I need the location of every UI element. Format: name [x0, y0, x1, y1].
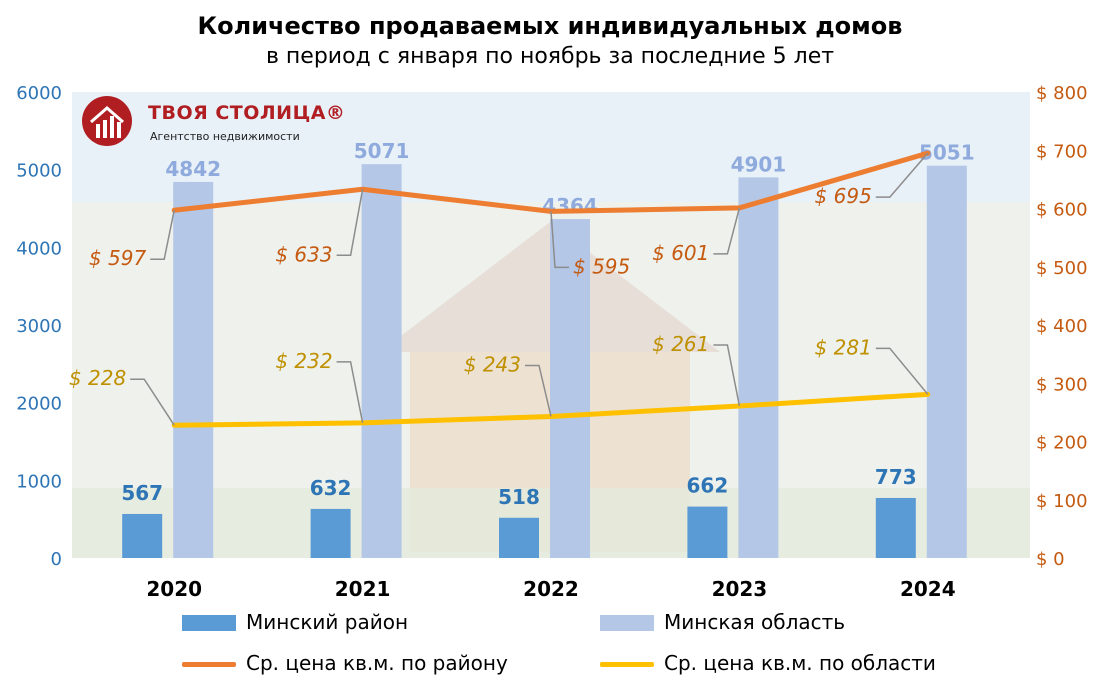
- bar-value-label-district: 773: [875, 465, 917, 489]
- y-right-tick-label: $ 300: [1036, 374, 1088, 395]
- price-label-district: $ 601: [652, 241, 709, 265]
- price-label-region: $ 261: [652, 332, 709, 356]
- y-left-tick-label: 3000: [16, 316, 62, 337]
- y-left-tick-label: 1000: [16, 471, 62, 492]
- legend-swatch-region-line: [600, 662, 654, 667]
- legend-label: Минский район: [246, 610, 409, 634]
- logo-name: ТВОЯ СТОЛИЦА®: [148, 102, 346, 124]
- y-right-tick-label: $ 800: [1036, 83, 1088, 104]
- bar-value-label-district: 567: [121, 481, 163, 505]
- bar-minsk-region: [550, 219, 590, 558]
- price-label-leader: [875, 152, 929, 198]
- company-logo: ТВОЯ СТОЛИЦА® Агентство недвижимости: [82, 96, 346, 146]
- chart-subtitle: в период с января по ноябрь за последние…: [265, 44, 835, 69]
- chart-title: Количество продаваемых индивидуальных до…: [197, 12, 903, 40]
- price-label-region: $ 281: [815, 335, 872, 359]
- y-right-tick-label: $ 600: [1036, 200, 1088, 221]
- y-right-tick-label: $ 500: [1036, 258, 1088, 279]
- legend-label: Ср. цена кв.м. по области: [664, 651, 936, 675]
- price-label-leader: [713, 344, 741, 407]
- bar-minsk-region: [738, 177, 779, 559]
- y-left-tick-label: 4000: [16, 238, 62, 259]
- price-label-district: $ 597: [89, 246, 147, 270]
- bar-minsk-region: [926, 165, 967, 558]
- y-right-tick-label: $ 700: [1036, 141, 1088, 162]
- x-tick-label: 2023: [712, 577, 768, 601]
- y-right-tick-label: $ 200: [1036, 433, 1088, 454]
- price-label-leader: [336, 361, 364, 424]
- house-logo-icon: [82, 96, 132, 146]
- bar-minsk-region: [361, 164, 402, 558]
- price-label-leader: [130, 378, 175, 426]
- bar-value-label-district: 518: [498, 485, 540, 509]
- price-label-leader: [150, 210, 175, 260]
- bar-value-label-district: 632: [310, 476, 352, 500]
- y-left-tick-label: 2000: [16, 394, 62, 415]
- price-label-leader: [550, 211, 569, 269]
- y-left-tick-label: 0: [51, 549, 62, 570]
- y-right-tick-label: $ 100: [1036, 491, 1088, 512]
- price-label-leader: [875, 347, 929, 395]
- bar-minsk-district: [687, 506, 728, 558]
- price-label-district: $ 595: [573, 254, 630, 278]
- price-label-district: $ 633: [275, 242, 332, 266]
- price-label-region: $ 228: [69, 366, 126, 390]
- y-left-tick-label: 6000: [16, 83, 62, 104]
- legend-label: Минская область: [664, 610, 846, 634]
- bar-value-label-region: 5071: [354, 139, 410, 163]
- bar-minsk-district: [122, 513, 163, 558]
- bar-minsk-district: [499, 517, 539, 558]
- background-sky: [72, 92, 1030, 202]
- price-label-region: $ 243: [464, 352, 521, 376]
- bar-minsk-district: [310, 508, 351, 558]
- x-tick-label: 2021: [335, 577, 391, 601]
- bar-value-label-district: 662: [687, 474, 729, 498]
- price-label-district: $ 695: [815, 184, 872, 208]
- logo-tagline: Агентство недвижимости: [150, 130, 300, 143]
- legend-swatch-district-line: [182, 662, 236, 667]
- price-label-leader: [336, 189, 364, 257]
- price-label-leader: [525, 364, 552, 417]
- y-right-tick-label: $ 400: [1036, 316, 1088, 337]
- bar-value-label-region: 4901: [731, 152, 787, 176]
- bar-value-label-region: 4842: [165, 157, 221, 181]
- price-label-region: $ 232: [275, 349, 332, 373]
- y-left-tick-label: 5000: [16, 161, 62, 182]
- bar-minsk-region: [173, 181, 214, 559]
- bar-minsk-district: [875, 497, 916, 558]
- x-tick-label: 2022: [523, 577, 579, 601]
- legend-swatch-region-bar: [600, 615, 654, 631]
- x-tick-label: 2024: [900, 577, 956, 601]
- y-right-tick-label: $ 0: [1036, 549, 1065, 570]
- legend-swatch-district-bar: [182, 615, 236, 631]
- x-tick-label: 2020: [146, 577, 202, 601]
- legend-label: Ср. цена кв.м. по району: [246, 651, 508, 675]
- price-label-leader: [713, 207, 741, 255]
